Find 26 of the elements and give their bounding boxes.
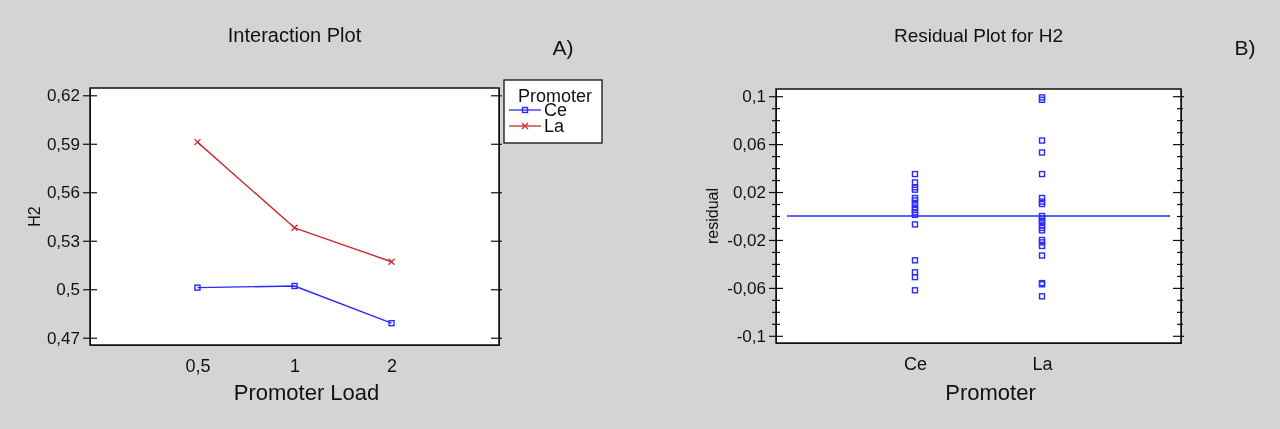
x-axis-title: Promoter bbox=[945, 380, 1036, 405]
y-tick-label: 0,59 bbox=[46, 134, 80, 154]
x-tick-label: Ce bbox=[903, 353, 927, 374]
x-tick-label: 2 bbox=[387, 355, 398, 376]
y-tick-label: 0,02 bbox=[732, 182, 766, 202]
y-tick-label: 0,5 bbox=[56, 280, 80, 300]
chart-title: Interaction Plot bbox=[227, 24, 362, 46]
y-tick-label: 0,56 bbox=[46, 183, 80, 203]
chart-title: Residual Plot for H2 bbox=[894, 25, 1063, 46]
text: B) bbox=[1234, 36, 1256, 59]
y-tick-label: -0,1 bbox=[736, 326, 766, 346]
y-tick-label: 0,06 bbox=[732, 135, 766, 155]
y-tick-label: 0,53 bbox=[46, 231, 80, 251]
x-axis-title: Promoter Load bbox=[233, 380, 380, 405]
y-tick-label: 0,1 bbox=[742, 87, 766, 107]
y-tick-label: 0,62 bbox=[46, 86, 80, 106]
text: A) bbox=[552, 36, 574, 59]
y-axis-title: residual bbox=[704, 187, 721, 245]
y-tick-label: -0,06 bbox=[727, 278, 766, 298]
y-tick-label: -0,02 bbox=[727, 230, 766, 250]
y-tick-label: 0,47 bbox=[46, 328, 80, 348]
x-tick-label: 0,5 bbox=[185, 355, 211, 376]
x-tick-label: 1 bbox=[289, 355, 301, 376]
legend-label: La bbox=[544, 116, 566, 136]
x-tick-label: La bbox=[1032, 353, 1054, 374]
y-axis-title: H2 bbox=[26, 206, 43, 227]
